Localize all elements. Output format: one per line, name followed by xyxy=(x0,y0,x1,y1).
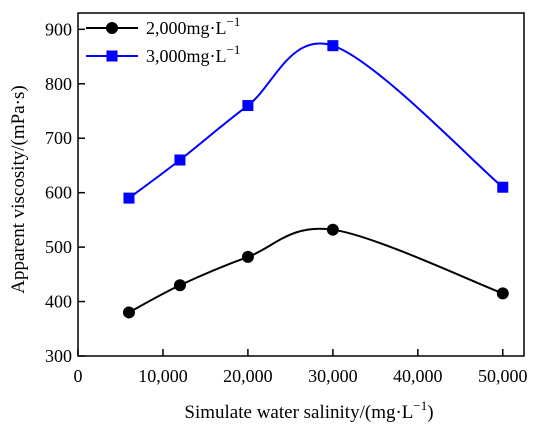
legend-label-series-2-sup: −1 xyxy=(227,42,241,57)
legend-marker-circle xyxy=(106,22,118,34)
y-tick-label: 800 xyxy=(45,74,72,94)
x-tick-label: 40,000 xyxy=(393,366,443,386)
y-tick-label: 700 xyxy=(45,128,72,148)
legend-label-series-2-main: 3,000mg·L xyxy=(146,46,227,66)
series-curves xyxy=(128,42,504,314)
legend-label-series-2: 3,000mg·L−1 xyxy=(146,42,240,66)
legend-entry-series-2: 3,000mg·L−1 xyxy=(86,42,240,66)
x-axis-ticks: 0 10,000 20,000 30,000 40,000 50,000 xyxy=(74,349,528,386)
x-axis-title: Simulate water salinity/(mg·L−1) xyxy=(184,398,433,423)
y-tick-label: 900 xyxy=(45,19,72,39)
x-tick-label: 20,000 xyxy=(223,366,273,386)
data-point-circle xyxy=(241,250,254,263)
legend: 2,000mg·L−1 3,000mg·L−1 xyxy=(86,14,240,66)
x-tick-label: 50,000 xyxy=(478,366,528,386)
data-point-square xyxy=(123,192,135,204)
data-point-circle xyxy=(496,287,509,300)
y-axis-ticks: 300 400 500 600 700 800 900 xyxy=(45,19,85,366)
x-axis-title-main: Simulate water salinity/(mg·L xyxy=(184,402,413,423)
data-point-circle xyxy=(122,306,135,319)
series-1-line xyxy=(128,227,504,314)
legend-entry-series-1: 2,000mg·L−1 xyxy=(86,14,240,38)
data-point-circle xyxy=(326,223,339,236)
data-point-square xyxy=(174,154,186,166)
x-tick-label: 30,000 xyxy=(308,366,358,386)
x-axis-title-sup: −1 xyxy=(413,398,427,413)
data-point-square xyxy=(327,40,339,52)
legend-marker-square xyxy=(106,50,118,62)
y-tick-label: 600 xyxy=(45,183,72,203)
series-markers xyxy=(122,40,509,319)
data-point-square xyxy=(497,181,509,193)
y-tick-label: 400 xyxy=(45,292,72,312)
y-tick-label: 500 xyxy=(45,237,72,257)
y-axis-title: Apparent viscosity/(mPa·s) xyxy=(8,85,29,293)
legend-label-series-1-main: 2,000mg·L xyxy=(146,18,227,38)
x-axis-title-close: ) xyxy=(427,402,433,423)
plot-frame xyxy=(77,12,525,357)
series-2-line xyxy=(128,42,504,199)
legend-label-series-1: 2,000mg·L−1 xyxy=(146,14,240,38)
data-point-circle xyxy=(173,279,186,292)
x-tick-label: 0 xyxy=(74,366,83,386)
x-tick-label: 10,000 xyxy=(138,366,188,386)
y-tick-label: 300 xyxy=(45,346,72,366)
data-point-square xyxy=(242,100,254,112)
legend-label-series-1-sup: −1 xyxy=(227,14,241,29)
